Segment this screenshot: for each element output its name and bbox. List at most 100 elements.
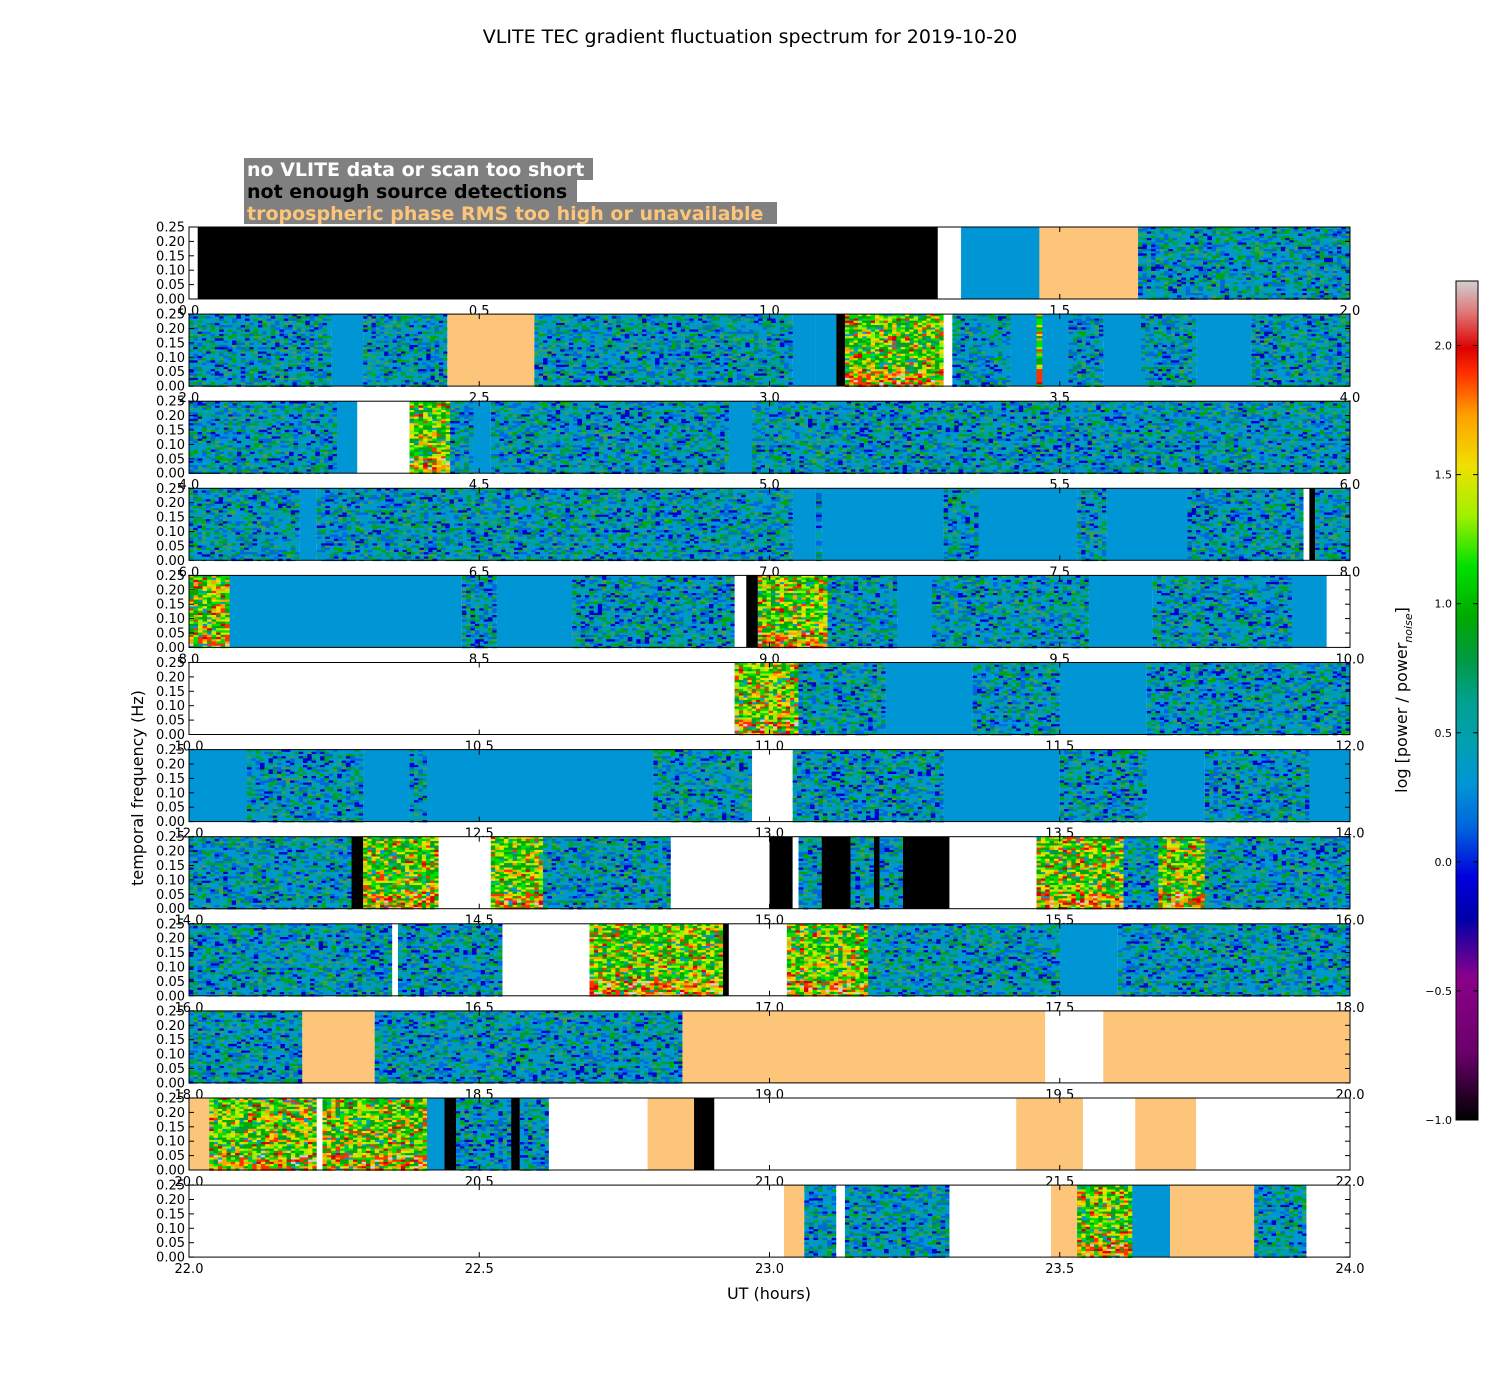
segment-noise [461,575,497,649]
y-tick-label: 0.05 [156,627,185,642]
y-tick-label: 0.10 [156,699,185,714]
y-axis-label: temporal frequency (Hz) [128,690,147,886]
segment-noise [1146,662,1351,736]
segment-noise [189,401,338,474]
y-tick-label: 0.10 [156,1135,185,1150]
segment-white [1196,1098,1350,1170]
y-tick-label: 0.15 [156,946,185,961]
segment-flat [1196,314,1252,387]
segment-noise [490,401,730,474]
y-tick-label: 0.15 [156,598,185,613]
y-tick-label: 0.20 [156,496,185,511]
segment-tropo [189,1098,210,1170]
segment-noise [815,488,823,562]
segment-white [316,1098,323,1170]
segment-tropo [784,1185,805,1258]
segment-flat [1132,1185,1171,1258]
y-tick-label: 0.20 [156,670,185,685]
segment-noise [189,836,352,910]
segment-tropo [302,1010,375,1083]
segment-noise [1204,749,1310,823]
panel-5: 0.000.050.100.150.200.258.0 8.5 9.0 9.5 10.0 [156,569,1364,668]
segment-hot [1036,314,1043,387]
y-tick-label: 0.20 [156,1193,185,1208]
segment-black [769,836,793,909]
panel-4: 0.000.050.100.150.200.256.0 6.5 7.0 7.5 8.0 [156,482,1360,581]
segment-black [1309,488,1316,561]
y-tick-label: 0.00 [156,641,185,656]
segment-noise [850,836,875,910]
y-tick-label: 0.25 [156,656,185,671]
segment-noise [363,314,448,387]
segment-hot [844,314,944,387]
y-tick-label: 0.00 [156,1251,185,1266]
segment-black [351,836,364,909]
y-tick-label: 0.05 [156,1149,185,1164]
y-tick-label: 0.00 [156,989,185,1004]
segment-noise [1204,836,1351,910]
segment-flat [978,488,1078,561]
y-tick-label: 0.05 [156,278,185,293]
segment-white [392,923,398,996]
segment-white [1303,488,1310,561]
segment-hot [209,1098,318,1171]
segment-white [1326,575,1350,648]
colorbar-tick-label: −0.5 [1425,985,1452,998]
segment-white [728,923,787,996]
segment-noise [456,1098,512,1171]
segment-black [444,1098,457,1170]
y-tick-label: 0.20 [156,932,185,947]
segment-noise [932,575,1090,649]
y-tick-label: 0.00 [156,1076,185,1091]
segment-noise [316,488,794,562]
segment-tropo [1103,1010,1350,1083]
panels: 0.000.050.100.150.200.250.0 0.5 1.0 1.5 2.00… [156,221,1364,1278]
segment-white [734,575,747,648]
segment-tropo [682,1010,1046,1083]
segment-black [873,836,880,909]
y-tick-label: 0.00 [156,293,185,308]
y-tick-label: 0.00 [156,380,185,395]
y-tick-label: 0.15 [156,511,185,526]
segment-flat [189,749,248,822]
y-tick-label: 0.05 [156,801,185,816]
y-tick-label: 0.00 [156,815,185,830]
colorbar-label-main: log [power / power [1392,642,1411,793]
y-tick-label: 0.10 [156,612,185,627]
legend-item-nodata: no VLITE data or scan too short [247,159,584,181]
y-tick-label: 0.25 [156,482,185,497]
segment-noise [752,401,1351,474]
y-tick-label: 0.00 [156,902,185,917]
segment-flat [337,401,358,474]
segment-noise [1187,488,1304,562]
y-tick-label: 0.10 [156,525,185,540]
segment-noise [1117,923,1351,997]
segment-flat [1146,749,1205,822]
y-tick-label: 0.15 [156,336,185,351]
segment-noise [1077,488,1107,562]
segment-flat [427,749,654,822]
y-tick-label: 0.00 [156,467,185,482]
segment-white [937,227,962,299]
segment-noise [1059,749,1148,823]
segment-flat [821,488,944,561]
y-tick-label: 0.05 [156,365,185,380]
y-tick-label: 0.15 [156,1120,185,1135]
colorbar-tick-label: 0.0 [1435,856,1453,869]
y-tick-label: 0.15 [156,772,185,787]
segment-flat [299,488,317,561]
colorbar-label-sub: noise [1402,613,1415,642]
segment-noise [519,1098,550,1171]
colorbar-tick-label: 2.0 [1435,340,1453,353]
segment-white [1045,1010,1104,1083]
segment-noise [189,923,393,997]
segment-hot [589,923,724,997]
segment-white [438,836,491,909]
y-tick-label: 0.25 [156,1179,185,1194]
y-tick-label: 0.25 [156,917,185,932]
colorbar-tick-label: −1.0 [1425,1114,1452,1127]
segment-noise [792,749,944,823]
segment-noise [827,575,898,649]
